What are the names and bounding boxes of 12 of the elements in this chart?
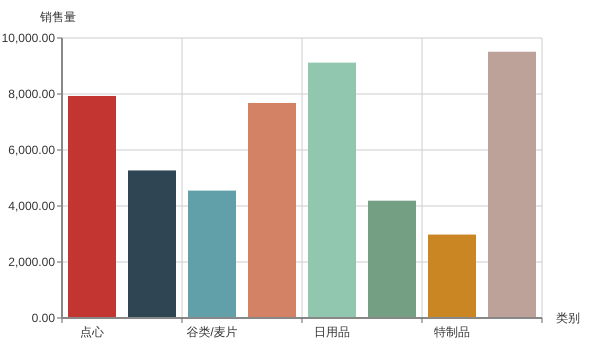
ytick: 10,000.00 [2, 31, 55, 45]
xtick: 日用品 [314, 325, 350, 339]
xtick: 谷类/麦片 [186, 325, 238, 339]
ytick: 8,000.00 [8, 87, 55, 101]
ytick: 0.00 [32, 311, 55, 325]
xtick: 特制品 [434, 325, 470, 339]
ytick: 2,000.00 [8, 255, 55, 269]
ytick: 6,000.00 [8, 143, 55, 157]
xtick: 点心 [80, 325, 104, 339]
ylabel: 销售量 [40, 10, 76, 24]
xlabel: 类别 [556, 311, 580, 325]
ytick: 4,000.00 [8, 199, 55, 213]
